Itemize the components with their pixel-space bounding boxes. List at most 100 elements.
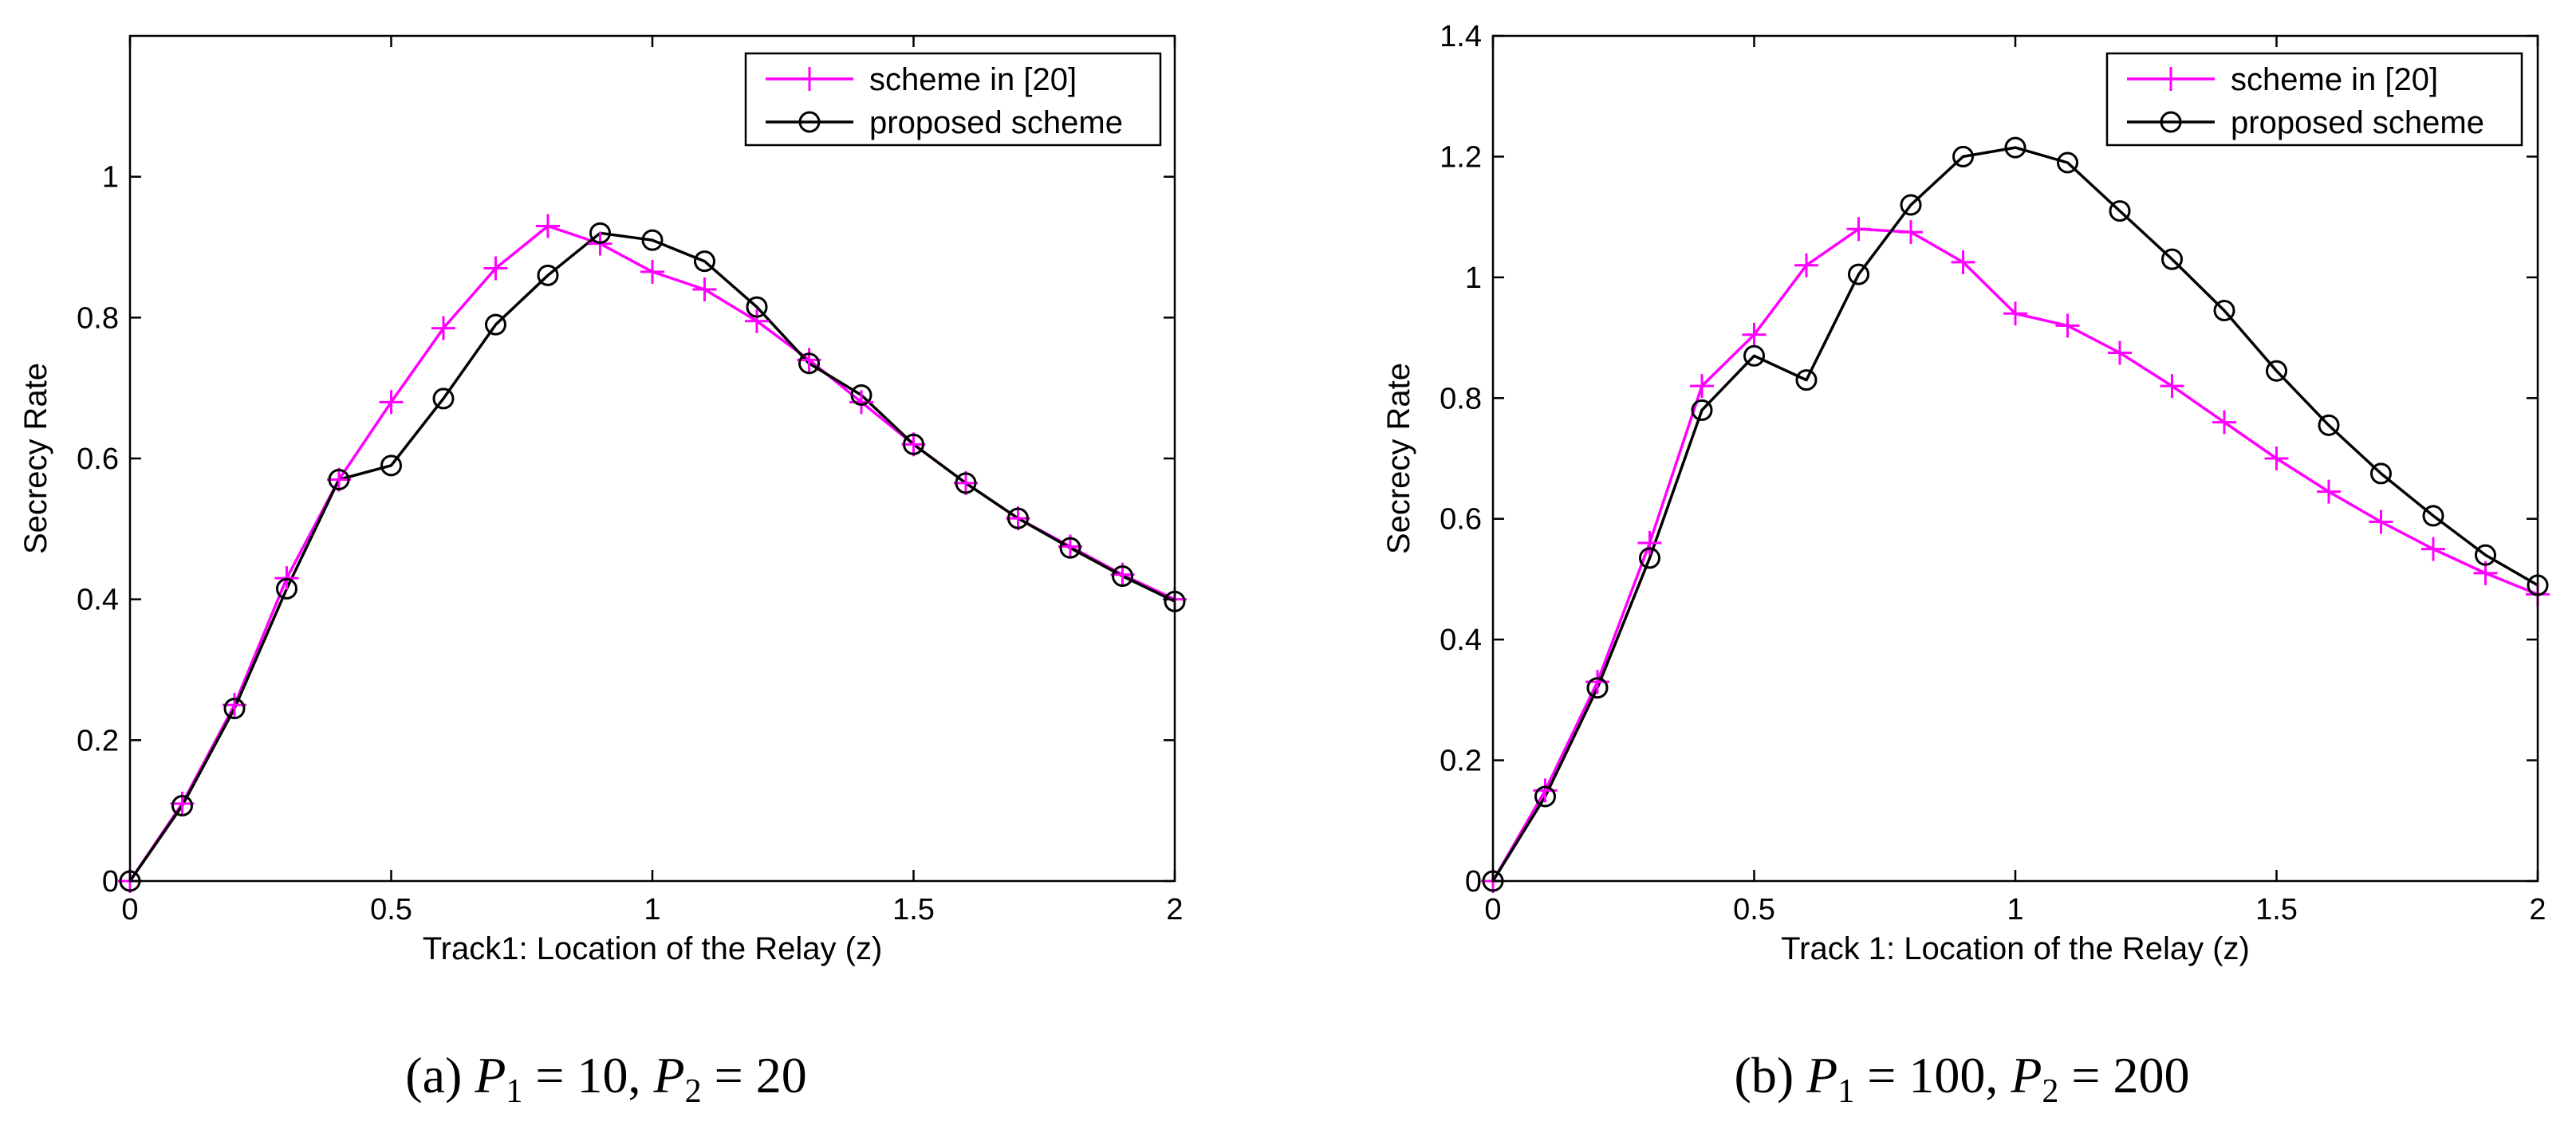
chart-a-caption-p2-rest: = 20 — [702, 1047, 807, 1103]
chart-a-xtick-label: 2 — [1166, 893, 1183, 926]
chart-b-proposed-point — [1534, 785, 1556, 808]
chart-b-ytick-label: 1.4 — [1440, 20, 1482, 53]
chart-b-scheme-point — [2369, 509, 2393, 534]
chart-a-legend-label-scheme: scheme in [20] — [869, 62, 1077, 97]
chart-a-scheme-point — [640, 259, 664, 284]
chart-b-proposed-point — [1586, 677, 1609, 699]
chart-a-proposed-point — [694, 250, 715, 273]
chart-a-proposed-point — [955, 472, 977, 494]
chart-b-caption-p1-rest: = 100, — [1854, 1047, 2011, 1103]
chart-b-scheme-point — [1742, 322, 1767, 347]
chart-b-axes-box — [1491, 34, 2539, 883]
chart-b-scheme-point — [2055, 313, 2080, 338]
chart-b-proposed-point — [2422, 505, 2444, 527]
chart-a-ytick-label: 0 — [102, 865, 119, 899]
chart-b-proposed-point — [2161, 248, 2183, 270]
chart-b-xtick-label: 0.5 — [1733, 893, 1775, 926]
chart-b-proposed-point — [2370, 462, 2392, 485]
chart-b-series-proposed-line — [1491, 146, 2539, 882]
chart-b-legend-marker-plus — [2159, 67, 2183, 91]
chart-b-proposed-point — [2318, 414, 2340, 436]
chart-a-xlabel: Track1: Location of the Relay (z) — [423, 931, 883, 966]
chart-b-caption: (b) P1 = 100, P2 = 200 — [1735, 1047, 2190, 1110]
chart-a-caption-p2: P — [653, 1047, 685, 1103]
chart-b-scheme-point — [1794, 253, 1818, 277]
chart-a-proposed-point — [171, 794, 193, 816]
chart-a-proposed-point — [537, 264, 559, 286]
chart-b-legend-marker-circle — [2160, 111, 2182, 133]
chart-b-xtick-label: 1 — [2007, 893, 2023, 926]
chart-b-scheme-point — [1951, 250, 1975, 274]
chart-a-axes-box — [128, 34, 1176, 883]
chart-a-legend-marker-circle — [798, 111, 821, 133]
chart-a-ylabel: Secrecy Rate — [18, 363, 53, 554]
chart-a-ticks: 0 0.5 1 1.5 2 0 0.2 0.4 0.6 0.8 1 — [77, 36, 1184, 926]
chart-b-scheme-point — [1690, 374, 1714, 399]
chart-b-proposed-point — [2057, 151, 2078, 174]
chart-a-scheme-point — [745, 309, 769, 333]
chart-b-ytick-label: 0.4 — [1440, 624, 1482, 657]
chart-b-legend-label-scheme: scheme in [20] — [2231, 62, 2438, 97]
chart-a-scheme-point — [379, 390, 404, 415]
chart-a-ytick-label: 0.2 — [77, 724, 119, 757]
chart-a-caption-label: (a) — [405, 1047, 462, 1103]
chart-a-legend-marker-circle — [798, 111, 821, 133]
chart-b-proposed-point — [2475, 544, 2496, 566]
chart-a-scheme-point — [327, 467, 351, 492]
chart-a-scheme-point — [954, 470, 978, 495]
chart-a-legend-marker-plus — [798, 67, 821, 91]
chart-a-ytick-label: 1 — [102, 161, 119, 195]
chart-a-legend-label-proposed: proposed scheme — [869, 105, 1123, 140]
chart-a-proposed-point — [432, 387, 455, 410]
chart-a-proposed-point — [276, 577, 297, 600]
chart-a-proposed-point — [1007, 507, 1029, 529]
chart-b-scheme-point — [2212, 410, 2236, 435]
chart-b-proposed-point — [2109, 200, 2131, 222]
chart-b-ytick-label: 0.8 — [1440, 382, 1482, 415]
chart-b-scheme-point — [1637, 531, 1662, 555]
chart-b-legend: scheme in [20] proposed scheme — [2105, 52, 2523, 147]
chart-a-series-scheme-line — [128, 224, 1176, 882]
chart-b-series-layer — [1481, 136, 2550, 893]
chart-b-proposed-point — [2266, 360, 2287, 382]
chart-a-scheme-point — [483, 256, 508, 281]
chart-a-proposed-point — [589, 222, 611, 244]
chart-a-proposed-point — [1112, 565, 1133, 588]
chart-a-scheme-point — [901, 432, 926, 457]
chart-a-proposed-point — [485, 313, 506, 336]
chart-b-caption-p1-sub: 1 — [1837, 1073, 1854, 1110]
chart-b-scheme-point — [2160, 374, 2184, 399]
chart-a: 0 0.5 1 1.5 2 0 0.2 0.4 0.6 0.8 1 Track1: Location… — [18, 34, 1187, 1110]
chart-b-scheme-point — [1899, 220, 1923, 245]
chart-a-legend: scheme in [20] proposed scheme — [744, 52, 1162, 147]
chart-b: 0 0.5 1 1.5 2 0 0.2 0.4 0.6 0.8 1 1.2 1.4 Track 1: L… — [1381, 20, 2550, 1110]
chart-b-caption-space — [1794, 1047, 1806, 1103]
chart-a-scheme-point — [692, 277, 717, 301]
chart-b-proposed-point — [1743, 344, 1765, 367]
chart-a-caption-p1: P — [474, 1047, 506, 1103]
chart-b-proposed-point — [1691, 399, 1713, 421]
chart-b-scheme-point — [2317, 479, 2341, 504]
chart-b-proposed-point — [1952, 145, 1974, 167]
chart-a-scheme-point — [536, 214, 560, 238]
chart-b-caption-p2-sub: 2 — [2042, 1073, 2058, 1110]
chart-b-proposed-point — [2004, 136, 2027, 159]
chart-a-series-proposed-line — [128, 231, 1176, 882]
chart-a-xtick-label: 0.5 — [370, 893, 412, 926]
chart-a-caption: (a) P1 = 10, P2 = 20 — [405, 1047, 806, 1110]
chart-b-caption-label: (b) — [1735, 1047, 1794, 1103]
chart-b-proposed-point — [1639, 547, 1660, 569]
chart-a-xtick-label: 1.5 — [892, 893, 935, 926]
chart-b-ytick-label: 0 — [1465, 865, 1482, 899]
chart-b-ytick-label: 0.2 — [1440, 745, 1482, 778]
chart-b-legend-label-proposed: proposed scheme — [2231, 105, 2484, 140]
chart-b-xtick-label: 2 — [2529, 893, 2546, 926]
chart-a-caption-space — [462, 1047, 475, 1103]
chart-b-ytick-label: 1.2 — [1440, 140, 1482, 174]
chart-b-xtick-label: 0 — [1484, 893, 1501, 926]
chart-b-legend-marker-plus — [2159, 67, 2183, 91]
chart-b-proposed-point — [1848, 263, 1869, 285]
chart-b-caption-p2-rest: = 200 — [2058, 1047, 2189, 1103]
chart-a-proposed-point — [746, 296, 768, 318]
